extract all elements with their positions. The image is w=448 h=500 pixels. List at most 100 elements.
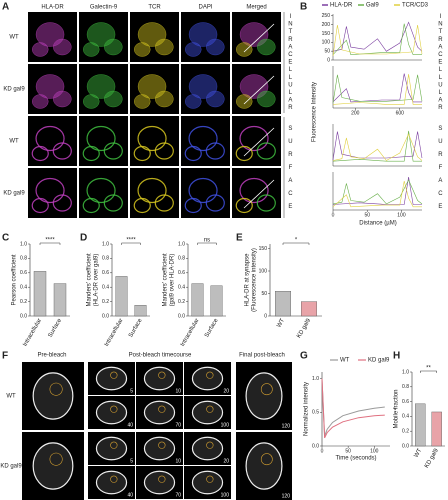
row-label: KD gal9 xyxy=(0,464,22,470)
y-tick-label: 0.5 xyxy=(312,410,319,416)
intensity-trace xyxy=(332,24,423,57)
y-axis-label: (HLA-DR over gal9) xyxy=(94,254,100,307)
line-profile xyxy=(243,127,275,157)
y-tick-label: 0.0 xyxy=(178,313,185,319)
x-tick-label: Surface xyxy=(204,317,220,338)
timepoint: 40 xyxy=(127,492,133,498)
cell xyxy=(154,142,174,160)
cell xyxy=(52,194,72,212)
x-tick-label: KD gal9 xyxy=(424,447,440,469)
y-tick-label: 250 xyxy=(322,13,331,19)
y-tick-label: 1.0 xyxy=(312,376,319,382)
y-tick-label: 0.6 xyxy=(20,270,27,276)
x-tick-label: KD gal9 xyxy=(296,317,312,339)
bleach-roi xyxy=(110,371,118,379)
y-tick-label: 0.4 xyxy=(20,285,27,291)
x-tick-label: WT xyxy=(413,447,423,458)
panel-label: B xyxy=(300,2,307,13)
x-tick-label: Intracellular xyxy=(180,318,201,348)
cell xyxy=(86,177,116,204)
x-tick-label: WT xyxy=(276,317,286,328)
x-tick-label: Intracellular xyxy=(22,318,43,348)
y-axis-label: Normalized intensity xyxy=(304,382,310,436)
cell xyxy=(236,94,253,109)
bar xyxy=(33,271,47,317)
cell xyxy=(86,125,116,152)
cell xyxy=(239,125,269,152)
cell xyxy=(143,436,176,461)
series-line xyxy=(321,378,385,437)
bleach-roi xyxy=(110,441,118,449)
cell xyxy=(83,42,100,57)
column-header: TCR xyxy=(148,5,161,11)
timepoint: 5 xyxy=(130,458,133,464)
intensity-trace xyxy=(332,179,423,205)
x-tick-label: Surface xyxy=(128,317,144,338)
bleach-roi xyxy=(158,441,166,449)
bleach-roi xyxy=(110,475,118,483)
x-tick-label: 0 xyxy=(321,448,324,454)
y-axis-label: Manders' coefficient xyxy=(163,253,169,306)
cell xyxy=(205,142,225,160)
y-axis-label: Pearson coefficient xyxy=(12,254,18,305)
cell xyxy=(133,197,151,214)
cell xyxy=(53,38,72,56)
timepoint: 5 xyxy=(130,388,133,394)
cell xyxy=(83,94,100,109)
intensity-trace xyxy=(332,177,422,205)
cell xyxy=(185,42,202,57)
cell xyxy=(52,142,72,160)
x-tick-label: 0 xyxy=(332,212,335,218)
y-axis-label: Mobile fraction xyxy=(394,389,400,428)
x-tick-label: 200 xyxy=(351,110,360,116)
cell xyxy=(256,142,276,160)
y-tick-label: 0.2 xyxy=(102,299,109,305)
y-tick-label: 50 xyxy=(324,48,330,54)
timepoint: 10 xyxy=(175,458,181,464)
legend-label: WT xyxy=(340,358,350,364)
significance: **** xyxy=(126,238,136,244)
cell xyxy=(239,177,269,204)
y-tick-label: 0.2 xyxy=(178,299,185,305)
timepoint: 100 xyxy=(221,422,230,428)
column-header: Final post-bleach xyxy=(239,353,285,359)
x-tick-label: Surface xyxy=(48,317,64,338)
cell xyxy=(32,372,74,420)
cell xyxy=(143,400,176,425)
bleach-roi xyxy=(206,371,214,379)
panel-label: C xyxy=(2,233,9,244)
y-tick-label: 0.0 xyxy=(20,313,27,319)
bar xyxy=(275,291,292,317)
cell xyxy=(35,177,65,204)
row-label: KD gal9 xyxy=(3,191,25,197)
timepoint: 120 xyxy=(282,493,291,499)
significance-bracket xyxy=(420,370,437,373)
timepoint: 20 xyxy=(223,388,229,394)
significance-bracket xyxy=(197,242,217,245)
panel-label: A xyxy=(2,2,9,13)
y-tick-label: 150 xyxy=(259,246,268,252)
cell xyxy=(191,470,224,495)
bleach-roi xyxy=(206,441,214,449)
cell xyxy=(31,197,49,214)
y-tick-label: 50 xyxy=(261,291,267,297)
bleach-roi xyxy=(49,382,63,396)
panel-label: F xyxy=(2,351,8,362)
y-tick-label: 0.4 xyxy=(178,285,185,291)
bleach-roi xyxy=(206,405,214,413)
bleach-roi xyxy=(206,475,214,483)
y-tick-label: 200 xyxy=(322,22,331,28)
cell xyxy=(191,366,224,391)
bar xyxy=(210,285,223,317)
cell xyxy=(155,38,174,56)
bar xyxy=(115,276,128,317)
cell xyxy=(143,470,176,495)
bar xyxy=(134,305,147,317)
cell xyxy=(32,94,49,109)
group-label: INTRACELLULAR xyxy=(437,14,443,113)
y-tick-label: 0.8 xyxy=(20,256,27,262)
group-label: SURFACE xyxy=(437,126,443,217)
y-tick-label: 0.0 xyxy=(102,313,109,319)
timepoint: 10 xyxy=(175,388,181,394)
line-profile xyxy=(243,75,275,105)
